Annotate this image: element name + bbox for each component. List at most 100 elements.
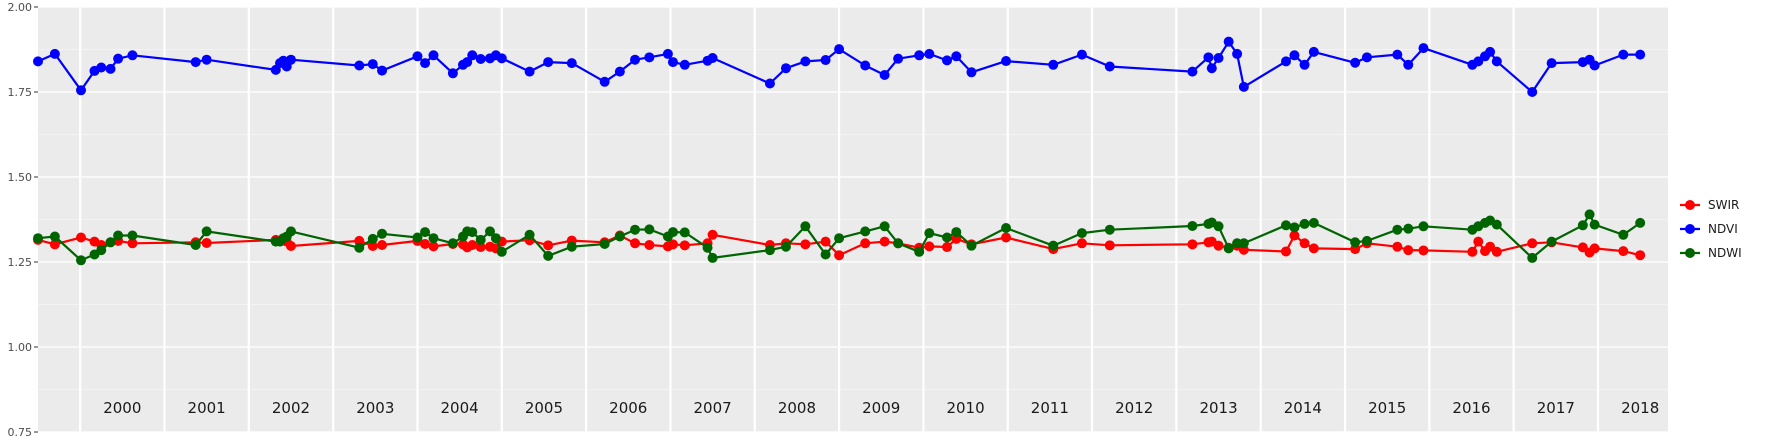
data-point	[780, 241, 791, 252]
data-point	[1527, 87, 1538, 97]
data-point	[1418, 221, 1429, 232]
data-point	[599, 76, 610, 87]
data-point	[764, 245, 775, 256]
data-point	[1485, 46, 1496, 57]
data-point	[800, 56, 811, 67]
year-label: 2003	[356, 399, 394, 417]
data-point	[1281, 220, 1292, 231]
data-point	[1001, 232, 1012, 243]
y-tick-label: 0.75	[8, 426, 33, 439]
data-point	[285, 241, 296, 252]
series-ndvi	[33, 36, 1646, 97]
data-point	[1203, 52, 1214, 63]
data-point	[630, 224, 641, 235]
data-point	[679, 240, 690, 251]
year-label: 2011	[1031, 399, 1069, 417]
data-point	[1213, 53, 1224, 63]
data-point	[1001, 56, 1012, 67]
year-label: 2016	[1452, 399, 1490, 417]
data-point	[707, 229, 718, 240]
data-point	[679, 227, 690, 238]
data-point	[951, 51, 962, 62]
data-point	[1104, 240, 1115, 251]
data-point	[354, 60, 365, 71]
year-label: 2017	[1537, 399, 1575, 417]
data-point	[1403, 223, 1414, 234]
data-point	[285, 54, 296, 65]
data-point	[1048, 59, 1059, 70]
series-line	[37, 233, 1641, 257]
data-point	[462, 57, 473, 68]
data-point	[76, 232, 87, 243]
data-point	[201, 226, 212, 237]
data-point	[1491, 246, 1502, 257]
data-point	[1635, 217, 1646, 228]
data-point	[1299, 59, 1310, 70]
data-point	[1527, 252, 1538, 263]
year-label: 2008	[778, 399, 816, 417]
data-point	[860, 238, 871, 249]
year-label: 2000	[103, 399, 141, 417]
data-point	[1418, 245, 1429, 256]
y-tick-label: 1.00	[8, 341, 33, 354]
series-line	[37, 213, 1641, 262]
data-point	[1589, 219, 1600, 230]
legend-item-swir: SWIR	[1680, 198, 1739, 212]
data-point	[127, 230, 138, 241]
data-point	[1206, 63, 1217, 74]
data-point	[475, 234, 486, 245]
data-point	[190, 240, 201, 250]
data-point	[1076, 238, 1087, 249]
data-point	[113, 230, 124, 241]
data-point	[1546, 58, 1557, 69]
legend: SWIR NDVI NDWI	[1680, 198, 1742, 260]
data-point	[951, 227, 962, 238]
data-point	[1527, 238, 1538, 249]
data-point	[914, 50, 925, 61]
data-point	[834, 233, 845, 244]
data-point	[420, 227, 431, 238]
data-point	[1187, 220, 1198, 231]
data-point	[1238, 81, 1249, 92]
data-point	[644, 240, 655, 250]
data-point	[764, 78, 775, 89]
data-point	[467, 50, 478, 61]
year-label: 2010	[946, 399, 984, 417]
year-label: 2018	[1621, 399, 1659, 417]
data-point	[543, 57, 554, 68]
legend-label: NDWI	[1708, 246, 1742, 260]
data-point	[667, 227, 678, 238]
data-point	[1213, 240, 1224, 251]
data-point	[76, 255, 87, 266]
data-point	[879, 221, 890, 232]
data-point	[1223, 243, 1234, 254]
data-point	[447, 238, 458, 249]
data-point	[428, 233, 439, 244]
data-point	[412, 51, 423, 62]
data-point	[924, 48, 935, 59]
data-point	[893, 238, 904, 249]
data-point	[127, 50, 138, 61]
data-point	[1187, 66, 1198, 77]
data-point	[834, 44, 845, 55]
legend-key-point	[1685, 248, 1695, 258]
data-point	[966, 240, 977, 251]
year-labels: 2000 2001 2002 2003 2004 2005 2006 2007 2008 2009…	[103, 399, 1659, 417]
data-point	[800, 221, 811, 232]
data-point	[1308, 46, 1319, 57]
data-point	[1392, 241, 1403, 252]
series	[33, 36, 1646, 266]
data-point	[820, 249, 831, 260]
data-point	[1289, 230, 1300, 241]
data-point	[630, 54, 641, 65]
data-point	[1589, 243, 1600, 254]
data-point	[543, 240, 554, 251]
data-point	[428, 241, 439, 252]
data-point	[820, 236, 831, 247]
data-point	[496, 246, 507, 257]
data-point	[924, 241, 935, 252]
data-point	[1213, 221, 1224, 232]
data-point	[1584, 209, 1595, 220]
data-point	[566, 241, 577, 252]
data-point	[127, 238, 138, 249]
